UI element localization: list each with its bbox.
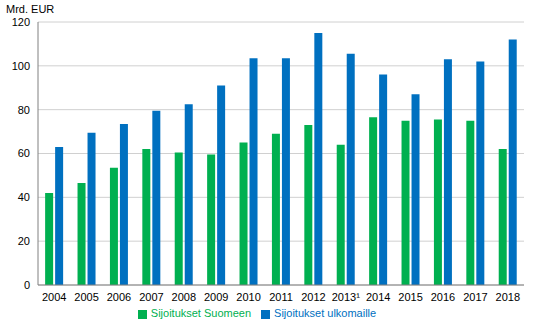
svg-text:2012: 2012 [301, 291, 325, 303]
svg-text:120: 120 [12, 16, 30, 28]
svg-text:2004: 2004 [42, 291, 66, 303]
svg-text:20: 20 [18, 235, 30, 247]
svg-text:2017: 2017 [463, 291, 487, 303]
svg-text:0: 0 [24, 279, 30, 291]
svg-text:100: 100 [12, 60, 30, 72]
svg-text:2008: 2008 [172, 291, 196, 303]
html-text:Sijoitukset Suomeen: Sijoitukset Suomeen [150, 307, 252, 319]
svg-text:2006: 2006 [107, 291, 131, 303]
svg-text:80: 80 [18, 104, 30, 116]
svg-text:2018: 2018 [496, 291, 520, 303]
svg-text:2015: 2015 [398, 291, 422, 303]
svg-text:2010: 2010 [236, 291, 260, 303]
html-text:Sijoitukset ulkomaille: Sijoitukset ulkomaille [274, 307, 377, 319]
svg-text:2005: 2005 [74, 291, 98, 303]
svg-text:2016: 2016 [431, 291, 455, 303]
svg-text:2014: 2014 [366, 291, 390, 303]
svg-text:60: 60 [18, 147, 30, 159]
svg-text:2013¹: 2013¹ [332, 291, 360, 303]
html-text:Mrd. EUR: Mrd. EUR [6, 3, 55, 15]
svg-text:2007: 2007 [139, 291, 163, 303]
svg-text:2011: 2011 [269, 291, 293, 303]
svg-text:2009: 2009 [204, 291, 228, 303]
svg-text:40: 40 [18, 191, 30, 203]
